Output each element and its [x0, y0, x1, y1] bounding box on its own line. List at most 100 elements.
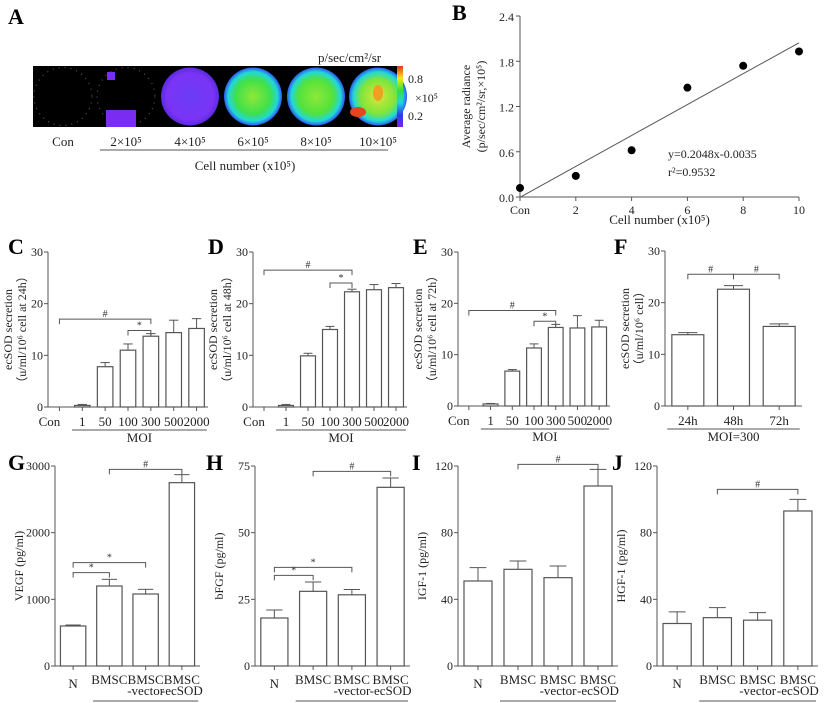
bar — [132, 593, 159, 667]
x-tick-label: 10 — [793, 203, 805, 217]
x-tick-label: Con — [510, 203, 530, 217]
y-tick-label: 2.4 — [499, 10, 514, 24]
category-label: 100 — [118, 414, 138, 429]
y-tick-label: 20 — [236, 297, 248, 311]
group-label: MOI — [532, 429, 557, 444]
well-3 — [224, 67, 282, 126]
y-tick-label: 10 — [31, 348, 43, 362]
significance-bracket — [733, 273, 780, 280]
category-label: BMSC — [373, 672, 409, 687]
data-point — [516, 183, 524, 192]
bar — [365, 289, 383, 408]
y-axis-label: ecSOD secretion — [1, 289, 15, 370]
panel-j-chart: 04080120NBMSCBMSC-vectorBMSC-ecSODH/SD#H… — [614, 459, 819, 703]
category-label: 50 — [506, 413, 519, 428]
panel-label-h: H — [206, 450, 223, 475]
category-label: N — [270, 676, 280, 691]
y-axis-label: （u/ml/10⁶ cell） — [632, 286, 646, 372]
significance-mark: * — [291, 565, 296, 576]
y-axis-label: （u/ml/10⁶ cell at 24h） — [15, 270, 29, 389]
y-tick-label: 30 — [31, 245, 43, 259]
group-label: H/SD — [131, 701, 161, 703]
category-label: -vector — [333, 683, 370, 698]
significance-bracket — [468, 310, 557, 316]
y-tick-label: 80 — [640, 526, 652, 540]
colorbar-scale: ×10⁵ — [415, 91, 438, 105]
category-label: -ecSOD — [370, 683, 412, 698]
panel-g-chart: 0100020003000NBMSCBMSC-vectorBMSC-ecSODH… — [12, 459, 203, 703]
y-tick-label: 0 — [447, 399, 453, 413]
panel-label-a: A — [8, 4, 24, 29]
y-tick-label: 120 — [634, 459, 652, 473]
y-tick-label: 0 — [654, 399, 660, 413]
data-point — [683, 83, 692, 92]
category-label: BMSC — [128, 672, 164, 687]
bar — [299, 355, 317, 408]
y-axis-label: IGF-1 (pg/ml) — [415, 532, 429, 600]
y-tick-label: 80 — [441, 526, 453, 540]
data-point — [739, 61, 748, 70]
significance-mark: # — [708, 264, 713, 275]
y-axis-label: ecSOD secretion — [206, 289, 220, 370]
y-tick-label: 20 — [648, 296, 660, 310]
y-tick-label: 3000 — [26, 459, 50, 473]
significance-bracket — [273, 574, 314, 581]
significance-bracket — [108, 468, 183, 475]
category-label: 300 — [342, 414, 362, 429]
bar — [482, 403, 499, 407]
group-label: H/SD — [743, 701, 773, 703]
y-tick-label: 0 — [646, 659, 652, 673]
category-label: BMSC — [500, 672, 536, 687]
y-tick-label: 30 — [441, 245, 453, 259]
y-tick-label: 0 — [242, 400, 248, 414]
significance-mark: * — [339, 273, 344, 284]
panel-label-d: D — [208, 234, 224, 259]
significance-mark: # — [349, 461, 354, 472]
significance-mark: # — [510, 301, 515, 312]
category-label: 300 — [141, 414, 161, 429]
bar — [119, 349, 137, 408]
y-tick-label: 30 — [648, 244, 660, 258]
bar — [96, 366, 114, 408]
bar — [742, 619, 773, 667]
bar — [591, 326, 608, 407]
category-label: 2000 — [586, 413, 612, 428]
y-tick-label: 50 — [238, 526, 250, 540]
category-label: BMSC — [334, 672, 370, 687]
fit-r2: r²=0.9532 — [668, 165, 715, 179]
y-tick-label: 75 — [238, 459, 250, 473]
category-label: BMSC — [164, 672, 200, 687]
category-label: 500 — [364, 414, 384, 429]
y-axis-label: Average radiance — [459, 65, 473, 148]
y-tick-label: 40 — [640, 592, 652, 606]
y-tick-label: 1.2 — [499, 101, 514, 115]
y-axis-label: bFGF (pg/ml) — [212, 532, 226, 599]
y-axis-label: （u/ml/10⁶ cell at 48h） — [220, 270, 234, 389]
y-tick-label: 0.6 — [499, 146, 514, 160]
bar — [142, 335, 160, 408]
category-label: -ecSOD — [777, 683, 819, 698]
bar — [526, 347, 542, 407]
y-axis-label: VEGF (pg/ml) — [12, 531, 26, 601]
panel-f-chart: 0 10 20 30 24h 48h 72h MOI=300 # # ecSOD secretion… — [618, 244, 802, 444]
category-label: BMSC — [580, 672, 616, 687]
panel-label-g: G — [8, 450, 25, 475]
category-label: -vector — [127, 683, 164, 698]
category-label: -ecSOD — [161, 683, 203, 698]
significance-mark: # — [754, 264, 759, 275]
group-label: H/SD — [543, 701, 573, 703]
category-label: 2000 — [184, 414, 210, 429]
category-label: Con — [39, 414, 61, 429]
category-label: -vector — [739, 683, 776, 698]
bar — [783, 510, 813, 667]
y-tick-label: 1000 — [26, 592, 50, 606]
y-axis-label: （u/ml/10⁶ cell at 72h） — [425, 270, 439, 389]
category-label: 500 — [164, 414, 184, 429]
well-label: 4×10⁵ — [174, 134, 205, 149]
significance-bracket — [127, 330, 152, 336]
category-label: 1 — [79, 414, 86, 429]
category-label: 48h — [724, 413, 744, 428]
bar — [59, 625, 87, 667]
x-tick-label: 4 — [629, 203, 635, 217]
